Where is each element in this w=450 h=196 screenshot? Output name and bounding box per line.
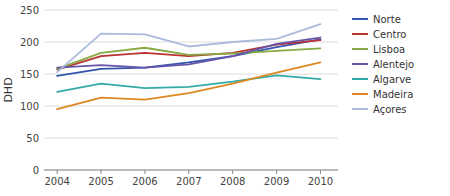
legend-swatch: [352, 33, 368, 35]
y-tick-label: 0: [33, 165, 39, 176]
x-axis-line: [44, 170, 338, 171]
legend: Norte Centro Lisboa Alentejo Algarve Madeira A…: [352, 14, 414, 115]
series-line: [57, 75, 320, 92]
grid-line: [44, 10, 338, 11]
x-tick-label: 2010: [308, 176, 333, 187]
y-tick-label: 100: [20, 101, 39, 112]
legend-label: Lisboa: [373, 44, 405, 55]
x-tick: [232, 170, 233, 174]
legend-swatch: [352, 78, 368, 80]
legend-swatch: [352, 48, 368, 50]
x-tick-label: 2006: [132, 176, 157, 187]
x-tick: [320, 170, 321, 174]
legend-label: Alentejo: [373, 59, 414, 70]
grid-line: [44, 170, 338, 171]
series-line: [57, 62, 320, 109]
x-tick: [101, 170, 102, 174]
grid-line: [44, 106, 338, 107]
y-tick-label: 200: [20, 37, 39, 48]
x-tick-label: 2007: [176, 176, 201, 187]
legend-swatch: [352, 108, 368, 110]
x-tick: [144, 170, 145, 174]
legend-label: Centro: [373, 29, 406, 40]
y-tick-label: 50: [26, 133, 39, 144]
series-line: [57, 38, 320, 68]
grid-line: [44, 138, 338, 139]
x-tick-label: 2004: [44, 176, 69, 187]
legend-label: Norte: [373, 14, 401, 25]
legend-swatch: [352, 18, 368, 20]
legend-swatch: [352, 63, 368, 65]
x-tick-label: 2005: [88, 176, 113, 187]
grid-line: [44, 74, 338, 75]
legend-label: Açores: [373, 104, 407, 115]
x-tick-label: 2009: [264, 176, 289, 187]
plot-area: [57, 24, 320, 109]
legend-label: Algarve: [373, 74, 411, 85]
x-tick: [276, 170, 277, 174]
legend-label: Madeira: [373, 89, 413, 100]
y-axis-label: DHD: [2, 77, 15, 102]
legend-swatch: [352, 93, 368, 95]
x-tick: [57, 170, 58, 174]
x-tick: [188, 170, 189, 174]
series-line: [57, 24, 320, 72]
y-tick-label: 150: [20, 69, 39, 80]
series-line: [57, 39, 320, 75]
x-tick-label: 2008: [220, 176, 245, 187]
chart: 0 50 100 150 200 250 2004 2005 2006 2007 2008 2009 2…: [0, 0, 450, 196]
y-tick-label: 250: [20, 5, 39, 16]
